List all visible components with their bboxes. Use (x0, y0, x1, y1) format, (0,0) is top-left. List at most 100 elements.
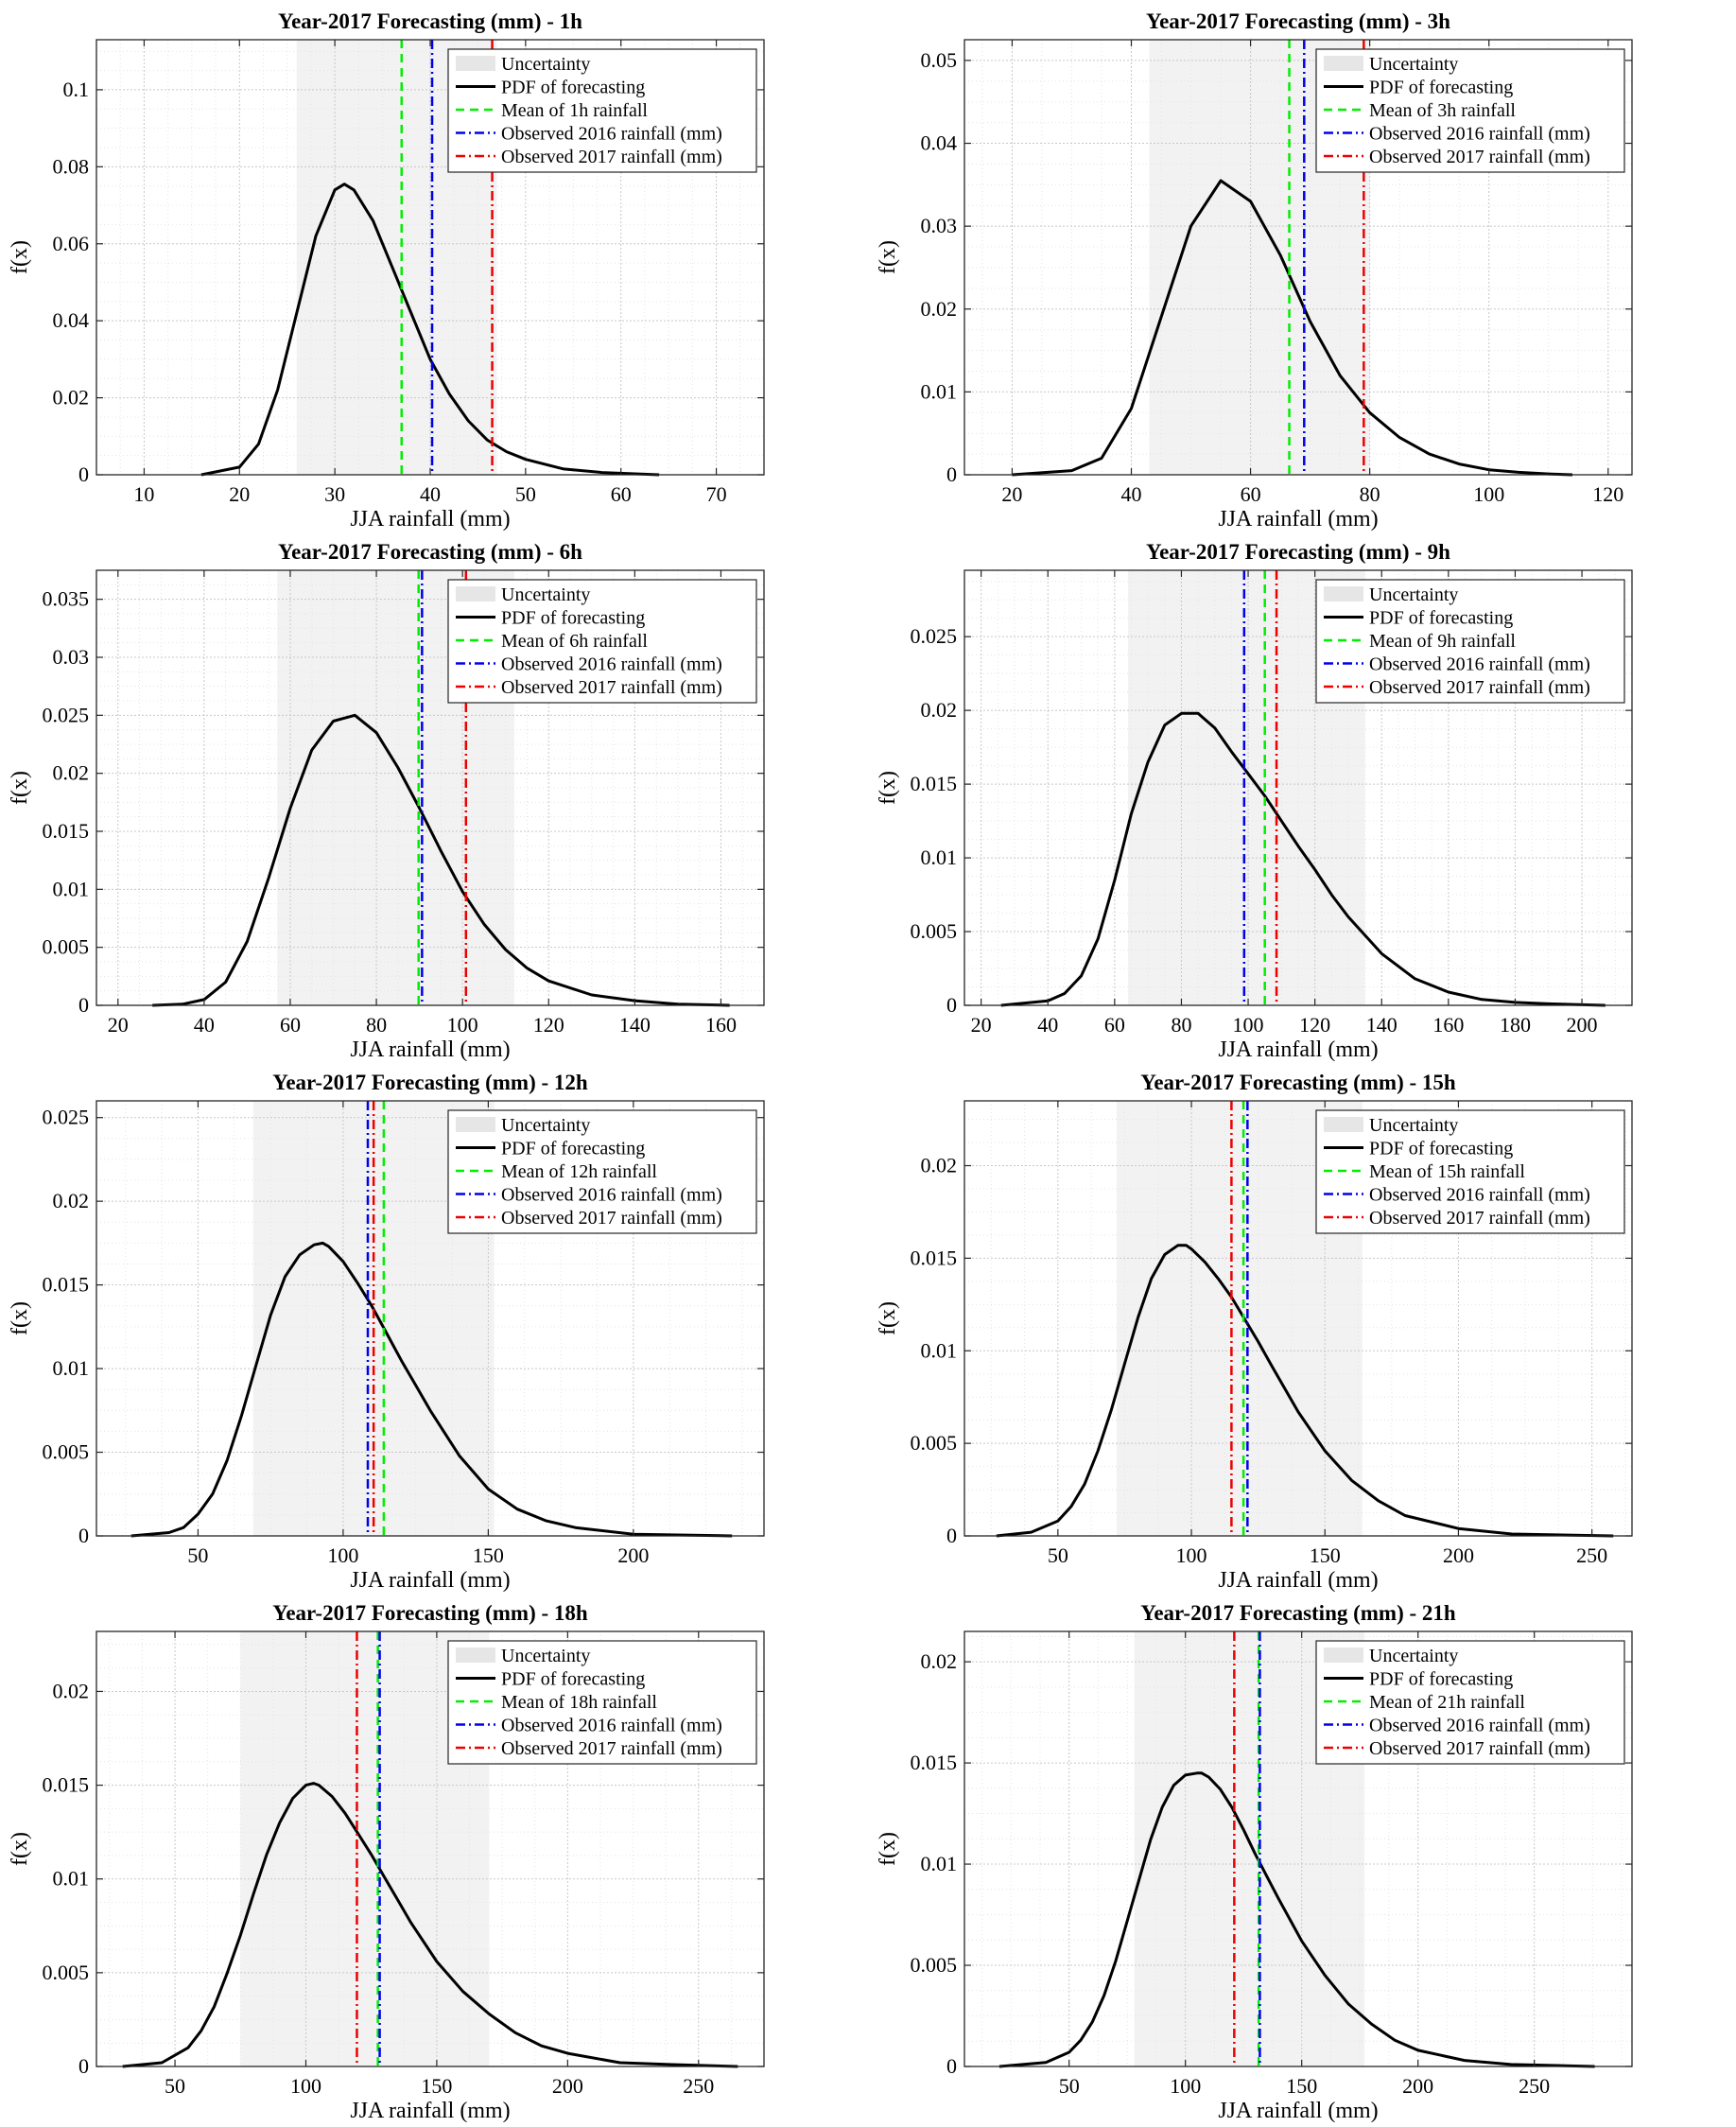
x-tick-label: 160 (1432, 1013, 1464, 1037)
x-tick-label: 30 (324, 482, 345, 506)
chart-panel: 50 100 150 200 0 0.005 0.01 0.015 0.02 0.025 Year-… (0, 1061, 868, 1593)
x-tick-label: 100 (447, 1013, 478, 1037)
chart-svg: 20 40 60 80 100 120 140 160 0 0.005 0.01 0.015 0.02 0… (8, 540, 765, 1062)
x-tick-label: 200 (1402, 2074, 1433, 2098)
y-tick-label: 0.02 (53, 1679, 90, 1702)
legend-box (447, 48, 757, 173)
legend-label: Observed 2016 rainfall (mm) (1369, 1716, 1590, 1736)
x-tick-label: 60 (1104, 1013, 1125, 1037)
y-tick-label: 0.01 (921, 379, 958, 403)
legend-label: Observed 2017 rainfall (mm) (501, 677, 722, 698)
x-axis-label: JJA rainfall (mm) (350, 1037, 510, 1061)
legend-label: PDF of forecasting (1369, 608, 1513, 629)
legend-box (447, 1640, 757, 1765)
legend-label: Uncertainty (1369, 54, 1458, 75)
x-tick-label: 100 (1473, 482, 1504, 506)
legend-box (1315, 579, 1625, 704)
y-tick-label: 0.01 (921, 1338, 958, 1362)
x-tick-label: 140 (1366, 1013, 1397, 1037)
legend-label: PDF of forecasting (1369, 78, 1513, 98)
legend-label: Uncertainty (1369, 1646, 1458, 1666)
y-axis-label: f(x) (8, 1301, 32, 1335)
y-tick-label: 0.005 (43, 1440, 90, 1464)
y-tick-label: 0 (946, 993, 957, 1017)
legend-label: PDF of forecasting (1369, 1669, 1513, 1690)
legend-label: Observed 2016 rainfall (mm) (501, 1185, 722, 1206)
y-tick-label: 0.015 (43, 1773, 90, 1797)
axes-box (95, 1100, 765, 1537)
chart-title: Year-2017 Forecasting (mm) - 3h (1146, 9, 1450, 33)
y-axis-label: f(x) (8, 771, 32, 805)
x-tick-label: 60 (611, 482, 632, 506)
x-tick-label: 20 (1001, 482, 1022, 506)
x-axis-label: JJA rainfall (mm) (350, 2099, 510, 2122)
x-tick-label: 120 (1592, 482, 1623, 506)
legend-label: Observed 2017 rainfall (mm) (501, 1738, 722, 1759)
x-tick-label: 80 (1360, 482, 1380, 506)
legend-swatch (1324, 586, 1363, 601)
chart-panel: 20 40 60 80 100 120 0 0.01 0.02 0.03 0.04 0.05 Year-… (868, 0, 1736, 532)
y-tick-label: 0.005 (43, 935, 90, 959)
legend-label: Observed 2016 rainfall (mm) (1369, 124, 1590, 145)
y-tick-label: 0.04 (921, 131, 958, 155)
chart-title: Year-2017 Forecasting (mm) - 1h (278, 9, 582, 33)
chart-panel: 50 100 150 200 250 0 0.005 0.01 0.015 0.02 Year-20… (0, 1592, 868, 2123)
legend-swatch (1324, 1648, 1363, 1663)
x-tick-label: 10 (133, 482, 154, 506)
y-tick-label: 0.02 (921, 1154, 958, 1177)
legend-label: PDF of forecasting (501, 1669, 645, 1690)
x-axis-label: JJA rainfall (mm) (350, 1568, 510, 1592)
legend-label: Observed 2016 rainfall (mm) (1369, 1185, 1590, 1206)
x-axis-label: JJA rainfall (mm) (1218, 1568, 1378, 1592)
y-tick-label: 0.025 (43, 703, 90, 726)
x-tick-label: 100 (290, 2074, 321, 2098)
legend-label: Observed 2017 rainfall (mm) (1369, 147, 1590, 167)
chart-title: Year-2017 Forecasting (mm) - 15h (1140, 1071, 1456, 1094)
pdf-curve (152, 713, 730, 1007)
chart-svg: 50 100 150 200 250 0 0.005 0.01 0.015 0.02 Year-20… (876, 1071, 1633, 1593)
x-tick-label: 120 (533, 1013, 564, 1037)
x-tick-label: 60 (280, 1013, 301, 1037)
x-tick-label: 100 (327, 1543, 358, 1567)
y-tick-label: 0.015 (911, 1246, 958, 1269)
y-axis-label: f(x) (8, 240, 32, 274)
legend-box (447, 1109, 757, 1234)
x-tick-label: 20 (108, 1013, 129, 1037)
legend-swatch (1324, 56, 1363, 71)
x-tick-label: 80 (1171, 1013, 1191, 1037)
x-tick-label: 20 (971, 1013, 992, 1037)
legend-swatch (456, 1117, 495, 1132)
legend-label: PDF of forecasting (501, 608, 645, 629)
y-tick-label: 0.005 (911, 1431, 958, 1455)
x-tick-label: 250 (683, 2074, 714, 2098)
y-tick-label: 0.01 (921, 846, 958, 869)
legend-box (1315, 1109, 1625, 1234)
legend-label: Mean of 9h rainfall (1369, 631, 1516, 652)
legend-label: Mean of 12h rainfall (501, 1161, 657, 1182)
y-tick-label: 0 (946, 462, 957, 486)
y-tick-label: 0 (78, 462, 89, 486)
y-tick-label: 0.1 (63, 78, 90, 101)
chart-title: Year-2017 Forecasting (mm) - 9h (1146, 540, 1450, 564)
x-tick-label: 150 (421, 2074, 452, 2098)
x-tick-label: 200 (1567, 1013, 1598, 1037)
x-tick-label: 120 (1299, 1013, 1330, 1037)
x-tick-label: 150 (1310, 1543, 1341, 1567)
x-axis-label: JJA rainfall (mm) (1218, 2099, 1378, 2122)
chart-panel: 10 20 30 40 50 60 70 0 0.02 0.04 0.06 0.08 0.1 Year-2… (0, 0, 868, 532)
x-tick-label: 200 (552, 2074, 583, 2098)
x-tick-label: 70 (706, 482, 727, 506)
x-tick-label: 40 (420, 482, 441, 506)
x-axis-label: JJA rainfall (mm) (350, 507, 510, 531)
legend-label: Observed 2017 rainfall (mm) (501, 147, 722, 167)
y-tick-label: 0.025 (911, 624, 958, 648)
x-tick-label: 40 (1037, 1013, 1058, 1037)
legend-label: Mean of 6h rainfall (501, 631, 648, 652)
chart-svg: 20 40 60 80 100 120 0 0.01 0.02 0.03 0.04 0.05 Year-… (876, 9, 1633, 532)
x-tick-label: 50 (1048, 1543, 1068, 1567)
